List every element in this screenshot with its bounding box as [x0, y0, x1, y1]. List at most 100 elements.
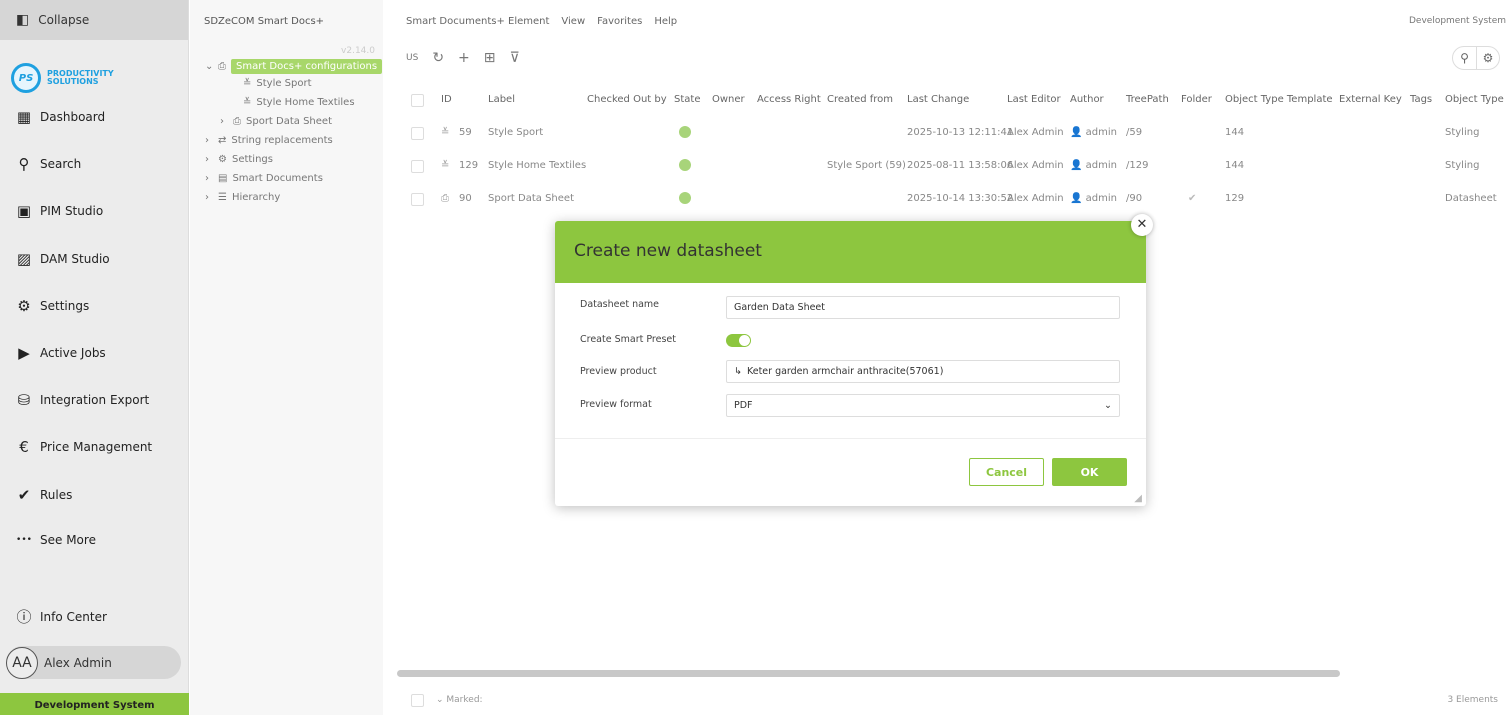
sidebar-item-info-center[interactable]: ⓘ Info Center	[16, 608, 107, 626]
chevron-icon[interactable]: ›	[205, 192, 209, 203]
new-folder-icon[interactable]: ⊞	[483, 50, 496, 66]
select-all-checkbox[interactable]	[411, 94, 424, 107]
gear-icon: ⚙	[17, 296, 31, 315]
author-name: admin	[1085, 160, 1117, 171]
column-header-access-right[interactable]: Access Right	[757, 94, 821, 105]
column-header-object-type-template[interactable]: Object Type Template	[1225, 94, 1333, 105]
column-header-last-editor[interactable]: Last Editor	[1007, 94, 1061, 105]
dialog-title: Create new datasheet	[555, 221, 1146, 283]
smart-preset-toggle[interactable]	[726, 334, 751, 347]
tree-panel: SDZeCOM Smart Docs+ v2.14.0 ⌄ ⎙ Smart Docs…	[190, 0, 383, 715]
pdf-icon: ⎙	[218, 61, 226, 72]
menu-view[interactable]: View	[561, 16, 586, 27]
resize-handle-icon[interactable]: ◢	[1134, 493, 1142, 504]
locale-selector[interactable]: US	[406, 53, 419, 63]
column-header-id[interactable]: ID	[441, 94, 452, 105]
column-header-object-type[interactable]: Object Type	[1445, 94, 1504, 105]
database-export-icon: ⛁	[17, 391, 31, 410]
search-icon: ⚲	[18, 155, 30, 174]
link-arrow-icon: ↳	[734, 366, 742, 377]
preview-format-select[interactable]: PDF ⌄	[726, 394, 1120, 417]
user-menu[interactable]: AA Alex Admin	[6, 646, 181, 679]
sidebar-item-price-management[interactable]: € Price Management	[16, 438, 152, 456]
sidebar-item-dashboard[interactable]: ▦ Dashboard	[16, 108, 105, 126]
cell-label[interactable]: Style Home Textiles	[488, 160, 587, 171]
cancel-button[interactable]: Cancel	[969, 458, 1044, 486]
row-checkbox[interactable]	[411, 193, 424, 206]
sidebar-item-see-more[interactable]: ••• See More	[16, 533, 96, 547]
sidebar-item-search[interactable]: ⚲ Search	[16, 155, 82, 174]
collapse-icon: ◧	[16, 12, 30, 28]
sidebar-item-dam-studio[interactable]: ▨ DAM Studio	[16, 250, 110, 268]
user-icon: 👤	[1070, 127, 1086, 138]
select-all-footer-checkbox[interactable]	[411, 694, 424, 707]
sidebar-item-label: Active Jobs	[40, 346, 106, 360]
gear-icon[interactable]: ⚙	[1476, 47, 1499, 69]
column-header-tags[interactable]: Tags	[1410, 94, 1433, 105]
column-header-label[interactable]: Label	[488, 94, 515, 105]
column-header-treepath[interactable]: TreePath	[1126, 94, 1169, 105]
horizontal-scrollbar[interactable]	[397, 670, 1340, 677]
cell-label[interactable]: Style Sport	[488, 127, 544, 138]
tree-item[interactable]: › ⇄ String replacements	[205, 135, 333, 146]
sidebar-item-settings[interactable]: ⚙ Settings	[16, 297, 89, 315]
row-checkbox[interactable]	[411, 160, 424, 173]
menu-favorites[interactable]: Favorites	[597, 16, 643, 27]
tree-item[interactable]: › ▤ Smart Documents	[205, 173, 323, 184]
tree-item[interactable]: › ⚙ Settings	[205, 154, 273, 165]
collapse-button[interactable]: ◧ Collapse	[0, 0, 188, 40]
column-header-folder[interactable]: Folder	[1181, 94, 1212, 105]
element-count: 3 Elements	[1447, 695, 1498, 705]
sidebar-item-rules[interactable]: ✔ Rules	[16, 485, 73, 504]
euro-icon: €	[19, 438, 29, 457]
row-checkbox[interactable]	[411, 127, 424, 140]
cell-treepath: /59	[1126, 127, 1143, 138]
column-header-external-key[interactable]: External Key	[1339, 94, 1402, 105]
menu-help[interactable]: Help	[654, 16, 678, 27]
image-icon: ▨	[16, 249, 32, 268]
menu-smart-documents-element[interactable]: Smart Documents+ Element	[406, 16, 550, 27]
author-cell: 👤 admin	[1070, 127, 1117, 138]
add-icon[interactable]: +	[458, 50, 470, 66]
cell-label[interactable]: Sport Data Sheet	[488, 193, 574, 204]
cell-last-change: 2025-10-13 12:11:41	[907, 127, 1014, 138]
chevron-icon[interactable]: ⌄	[205, 61, 214, 72]
tree-item[interactable]: › ⎙ Sport Data Sheet	[220, 116, 332, 127]
check-circle-icon: ✔	[17, 485, 31, 504]
tree-item-label: Settings	[231, 154, 273, 165]
sidebar-item-pim-studio[interactable]: ▣ PIM Studio	[16, 202, 103, 220]
filter-icon[interactable]: ⊽	[509, 50, 520, 66]
column-header-state[interactable]: State	[674, 94, 701, 105]
datasheet-name-input[interactable]: Garden Data Sheet	[726, 296, 1120, 319]
column-header-last-change[interactable]: Last Change	[907, 94, 970, 105]
cell-treepath: /129	[1126, 160, 1149, 171]
cell-object-type-template: 144	[1225, 160, 1245, 171]
marked-toggle[interactable]: ⌄ Marked:	[436, 695, 483, 705]
tree-item[interactable]: ≚ Style Home Textiles	[230, 97, 355, 108]
chevron-down-icon: ⌄	[1104, 400, 1112, 411]
sidebar-item-label: Settings	[40, 298, 90, 313]
tree-item[interactable]: ⌄ ⎙ Smart Docs+ configurations	[205, 59, 383, 74]
pim-icon: ▣	[16, 202, 32, 221]
column-header-author[interactable]: Author	[1070, 94, 1104, 105]
author-cell: 👤 admin	[1070, 193, 1117, 204]
chevron-icon[interactable]: ›	[220, 116, 224, 127]
cell-id: 129	[459, 160, 479, 171]
hierarchy-icon: ☰	[218, 192, 227, 203]
sidebar-item-integration-export[interactable]: ⛁ Integration Export	[16, 391, 150, 410]
close-icon[interactable]: ✕	[1131, 214, 1153, 236]
chevron-icon[interactable]: ›	[205, 135, 209, 146]
ok-button[interactable]: OK	[1052, 458, 1127, 486]
search-icon[interactable]: ⚲	[1460, 51, 1469, 65]
preview-product-input[interactable]: ↳ Keter garden armchair anthracite(57061)	[726, 360, 1120, 383]
chevron-icon[interactable]: ›	[205, 154, 209, 165]
tree-item[interactable]: › ☰ Hierarchy	[205, 192, 280, 203]
chevron-icon[interactable]: ›	[205, 173, 209, 184]
column-header-checked-out-by[interactable]: Checked Out by	[587, 94, 667, 105]
refresh-icon[interactable]: ↻	[432, 50, 445, 66]
column-header-owner[interactable]: Owner	[712, 94, 745, 105]
column-header-created-from[interactable]: Created from	[827, 94, 894, 105]
folder-check-icon: ✔	[1188, 193, 1197, 204]
sidebar-item-active-jobs[interactable]: ▶ Active Jobs	[16, 344, 106, 362]
tree-item[interactable]: ≚ Style Sport	[230, 78, 312, 89]
